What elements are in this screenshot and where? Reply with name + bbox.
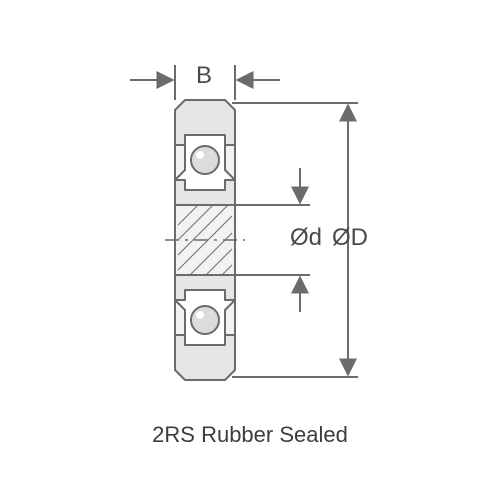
- label-B: B: [196, 62, 212, 90]
- label-d: Ød: [290, 224, 322, 252]
- label-D: ØD: [332, 224, 368, 252]
- caption: 2RS Rubber Sealed: [0, 422, 500, 448]
- bearing-diagram: B Ød ØD 2RS Rubber Sealed: [0, 0, 500, 500]
